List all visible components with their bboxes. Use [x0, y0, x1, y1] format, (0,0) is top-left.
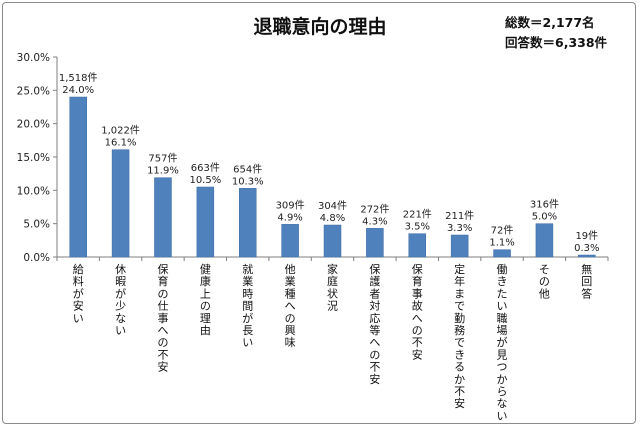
summary-answers: 回答数＝6,338件 — [505, 35, 608, 50]
bar — [408, 233, 427, 258]
bar — [154, 177, 172, 258]
data-label-percent: 3.5% — [405, 222, 430, 233]
category-label: 定年まで勤務できるか不安 — [454, 262, 465, 410]
data-label-count: 272件 — [360, 203, 389, 215]
data-label-count: 757件 — [148, 153, 177, 165]
data-label-percent: 5.0% — [532, 212, 557, 223]
category-label: 他業種への興味 — [285, 263, 296, 349]
data-label-count: 211件 — [445, 210, 474, 222]
y-tick-label: 25.0% — [17, 85, 50, 97]
y-tick-label: 20.0% — [17, 119, 50, 131]
data-label-count: 1,518件 — [59, 72, 98, 84]
category-label: 保育の仕事への不安 — [157, 262, 168, 374]
category-label: 就業時間が長い — [242, 262, 253, 349]
chart-frame — [2, 2, 636, 424]
y-tick-label: 0.0% — [23, 252, 50, 264]
bar — [366, 228, 384, 258]
bar — [238, 188, 257, 258]
bar — [111, 149, 130, 258]
data-label-percent: 11.9% — [147, 166, 179, 177]
data-label-percent: 1.1% — [489, 238, 514, 249]
bar — [535, 223, 554, 258]
y-tick-label: 5.0% — [23, 219, 50, 231]
y-axis: 0.0% 5.0% 10.0% 15.0% 20.0% 25.0% 30.0% — [17, 52, 609, 264]
bar — [69, 96, 87, 258]
data-label-count: 316件 — [530, 199, 559, 211]
category-label: 無回答 — [581, 262, 592, 300]
chart-title: 退職意向の理由 — [253, 16, 387, 38]
bar — [578, 254, 596, 258]
y-tick-label: 30.0% — [17, 52, 50, 64]
data-label-count: 1,022件 — [101, 125, 140, 137]
data-label-percent: 3.3% — [447, 223, 472, 234]
data-label-percent: 4.9% — [277, 212, 302, 223]
data-label-percent: 4.3% — [362, 216, 387, 227]
data-label-count: 309件 — [276, 199, 305, 211]
data-label-percent: 0.3% — [574, 243, 599, 254]
category-label: 家庭状況 — [327, 262, 338, 313]
data-label-percent: 10.5% — [189, 175, 221, 186]
bar — [450, 234, 469, 258]
data-label-percent: 4.8% — [320, 213, 345, 224]
bar — [323, 224, 342, 258]
data-label-percent: 16.1% — [105, 138, 137, 149]
bars — [69, 96, 596, 258]
category-label: 保護者対応等への不安 — [369, 262, 380, 386]
y-tick-label: 10.0% — [17, 185, 50, 197]
category-label: 給料が安い — [73, 262, 84, 325]
y-tick-label: 15.0% — [17, 152, 50, 164]
bar — [196, 186, 215, 258]
category-label: 保育事故への不安 — [412, 262, 423, 361]
data-label-count: 19件 — [575, 230, 598, 242]
data-label-percent: 24.0% — [62, 85, 94, 96]
data-label-count: 72件 — [491, 225, 514, 237]
bar — [281, 224, 299, 258]
category-label: 健康上の理由 — [200, 263, 211, 337]
category-label: 休暇が少ない — [115, 263, 126, 337]
summary-total: 総数＝2,177名 — [505, 15, 595, 30]
bar — [493, 249, 511, 258]
category-label: その他 — [539, 263, 550, 300]
category-label: 働きたい職場が見つからない — [497, 263, 508, 422]
data-label-percent: 10.3% — [232, 176, 264, 187]
category-labels: 給料が安い 休暇が少ない 保育の仕事への不安 健康上の理由 就業時間が長い 他業種への興味… — [73, 262, 593, 422]
data-label-count: 221件 — [403, 209, 432, 221]
data-label-count: 304件 — [318, 200, 347, 212]
data-label-count: 654件 — [233, 163, 262, 175]
data-label-count: 663件 — [191, 162, 220, 174]
